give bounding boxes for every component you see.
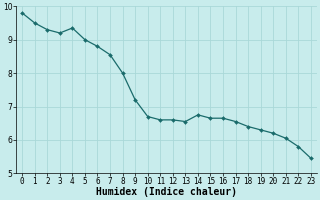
X-axis label: Humidex (Indice chaleur): Humidex (Indice chaleur) [96,187,237,197]
